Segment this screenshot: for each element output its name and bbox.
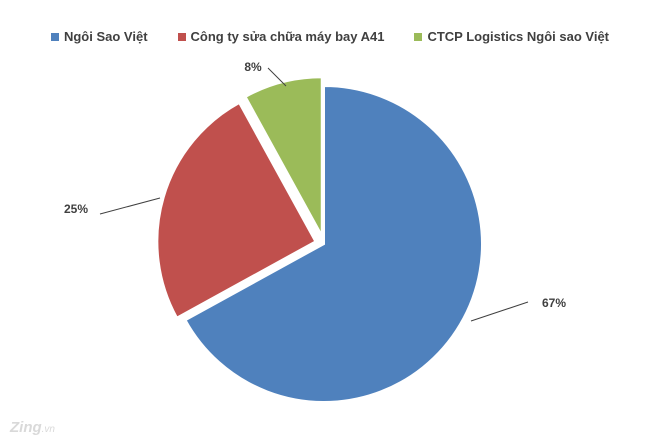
legend-item: Ngôi Sao Việt: [50, 29, 148, 44]
legend-label: CTCP Logistics Ngôi sao Việt: [427, 29, 610, 44]
pie-slice: [184, 84, 483, 403]
data-label: 67%: [542, 296, 566, 310]
zing-logo: Zing.vn: [10, 419, 55, 436]
data-label: 25%: [64, 202, 88, 216]
legend-label: Ngôi Sao Việt: [63, 29, 148, 44]
leader-line: [267, 67, 287, 87]
leader-lines: [99, 67, 529, 322]
data-labels: 67% 25% 8%: [64, 60, 566, 310]
legend-item: CTCP Logistics Ngôi sao Việt: [414, 29, 609, 44]
leader-line: [470, 301, 529, 322]
logo-suffix: .vn: [41, 424, 55, 435]
legend-swatch: [177, 32, 186, 41]
logo-brand: Zing: [10, 419, 42, 436]
legend-swatch: [50, 32, 59, 41]
data-label: 8%: [244, 60, 262, 74]
legend: Ngôi Sao Việt Công ty sửa chữa máy bay A4…: [0, 29, 660, 44]
legend-item: Công ty sửa chữa máy bay A41: [177, 29, 385, 44]
legend-label: Công ty sửa chữa máy bay A41: [190, 29, 385, 44]
legend-swatch: [414, 32, 423, 41]
slices: [156, 76, 483, 403]
leader-line: [99, 197, 161, 215]
pie-slice: [156, 101, 317, 319]
